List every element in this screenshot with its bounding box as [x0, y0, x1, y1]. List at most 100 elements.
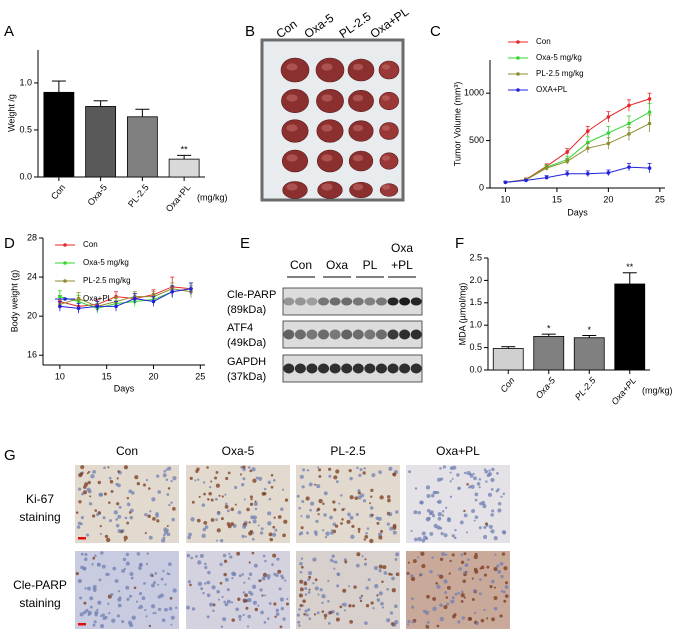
nucleus	[151, 574, 154, 578]
nucleus	[299, 570, 303, 574]
nucleus	[281, 576, 285, 580]
nucleus	[80, 465, 85, 470]
nucleus	[465, 531, 468, 534]
nucleus	[449, 559, 452, 563]
nucleus	[210, 498, 214, 502]
nucleus	[378, 564, 383, 569]
nucleus	[187, 580, 192, 584]
nucleus	[166, 493, 170, 496]
nucleus	[417, 556, 420, 559]
nucleus	[307, 608, 311, 612]
nucleus	[152, 516, 156, 521]
nucleus	[104, 534, 109, 539]
nucleus	[395, 510, 399, 514]
nucleus	[460, 599, 464, 603]
nucleus	[490, 488, 494, 491]
nucleus	[494, 553, 497, 556]
nucleus	[126, 496, 130, 500]
nucleus	[165, 468, 168, 471]
nucleus	[410, 529, 413, 532]
nucleus	[215, 518, 218, 522]
nucleus	[359, 468, 363, 472]
nucleus	[432, 596, 437, 601]
nucleus	[269, 537, 274, 542]
nucleus	[129, 508, 134, 513]
nucleus	[469, 474, 474, 478]
significance-mark: **	[181, 145, 189, 155]
nucleus	[499, 561, 504, 566]
nucleus	[502, 492, 506, 496]
nucleus	[473, 554, 478, 560]
data-point	[565, 150, 570, 154]
nucleus	[219, 562, 223, 567]
nucleus	[103, 492, 107, 496]
nucleus	[117, 529, 122, 534]
nucleus	[443, 533, 448, 538]
nucleus	[483, 534, 488, 539]
nucleus	[370, 495, 373, 498]
nucleus	[273, 572, 277, 576]
nucleus	[220, 625, 224, 628]
nucleus	[329, 530, 334, 535]
nucleus	[249, 469, 253, 473]
nucleus	[305, 514, 310, 519]
nucleus	[493, 566, 498, 572]
nucleus	[300, 526, 304, 530]
nucleus	[304, 593, 308, 596]
nucleus	[252, 600, 257, 605]
y-tick-label: 2.5	[469, 252, 482, 262]
y-tick-label: 1.5	[469, 297, 482, 307]
nucleus	[197, 581, 203, 587]
nucleus	[394, 557, 398, 561]
nucleus	[248, 590, 252, 595]
nucleus	[317, 593, 320, 596]
nucleus	[206, 593, 211, 598]
nucleus	[467, 558, 470, 562]
panel-label: A	[4, 23, 14, 40]
nucleus	[425, 625, 430, 629]
blot-band	[364, 297, 376, 306]
nucleus	[437, 516, 442, 521]
nucleus	[276, 557, 280, 561]
nucleus	[491, 509, 495, 513]
legend-marker	[63, 279, 67, 283]
nucleus	[201, 503, 206, 507]
legend-label: Con	[536, 37, 551, 46]
nucleus	[202, 527, 207, 532]
nucleus	[413, 537, 418, 542]
nucleus	[107, 466, 110, 469]
nucleus	[88, 502, 93, 506]
nucleus	[383, 571, 388, 575]
nucleus	[321, 529, 325, 532]
nucleus	[190, 517, 195, 522]
nucleus	[224, 493, 227, 496]
nucleus	[493, 586, 497, 589]
nucleus	[489, 585, 493, 589]
data-point	[627, 103, 631, 108]
data-point	[585, 171, 590, 176]
nucleus	[474, 492, 479, 497]
nucleus	[189, 476, 193, 481]
nucleus	[463, 552, 467, 556]
x-tick-label: 15	[102, 371, 112, 381]
nucleus	[464, 563, 469, 568]
blot-band	[410, 297, 422, 306]
nucleus	[170, 615, 175, 620]
nucleus	[207, 570, 211, 575]
nucleus	[248, 521, 251, 524]
nucleus	[476, 482, 481, 486]
nucleus	[312, 557, 317, 562]
nucleus	[206, 580, 211, 585]
nucleus	[117, 603, 122, 608]
nucleus	[439, 603, 443, 608]
nucleus	[272, 478, 276, 482]
y-tick-label: 0	[479, 182, 484, 192]
y-axis-label: Tumor Volume (mm³)	[452, 82, 462, 167]
nucleus	[125, 552, 130, 557]
nucleus	[231, 576, 234, 580]
nucleus	[305, 496, 310, 501]
nucleus	[299, 531, 304, 535]
nucleus	[300, 557, 304, 560]
nucleus	[261, 594, 264, 597]
nucleus	[168, 503, 171, 507]
